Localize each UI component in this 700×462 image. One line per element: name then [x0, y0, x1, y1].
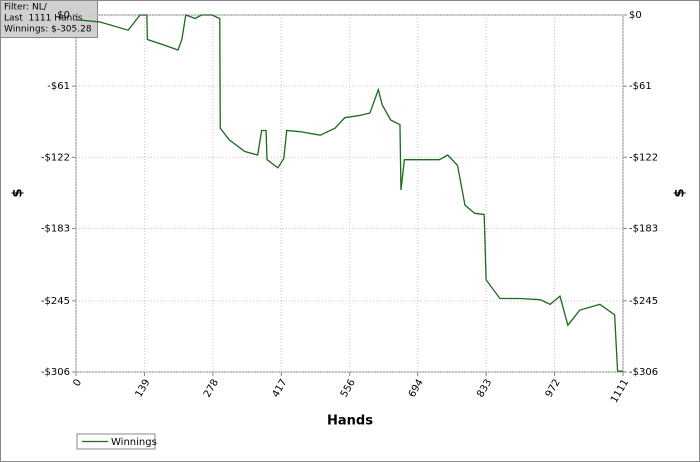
y2-tick-label: -$183	[629, 224, 658, 235]
line-series	[75, 14, 623, 372]
y-tick-label: -$61	[47, 81, 70, 92]
y-tick-label: $0	[57, 10, 70, 21]
legend-label: Winnings	[111, 437, 157, 448]
y-tick-label: -$122	[41, 152, 70, 163]
legend	[76, 433, 156, 450]
y-tick-label: -$183	[41, 224, 70, 235]
y2-axis-title: $	[673, 188, 688, 197]
y-tick-label: -$245	[41, 296, 70, 307]
y-tick-label: -$306	[41, 367, 70, 378]
x-tick-label: 0	[71, 378, 84, 389]
y2-tick-label: $0	[629, 10, 642, 21]
info-text: Winnings: $-305.28	[4, 25, 92, 35]
y2-tick-label: -$245	[629, 296, 658, 307]
y-axis-title: $	[11, 188, 26, 197]
info-text: Filter: NL/	[4, 3, 48, 13]
x-axis-title: Hands	[327, 414, 373, 429]
y2-tick-label: -$306	[629, 367, 658, 378]
info-text: Last 1111 Hands	[4, 14, 83, 24]
y2-tick-label: -$122	[629, 152, 658, 163]
y2-tick-label: -$61	[629, 81, 652, 92]
info-box	[0, 0, 98, 38]
